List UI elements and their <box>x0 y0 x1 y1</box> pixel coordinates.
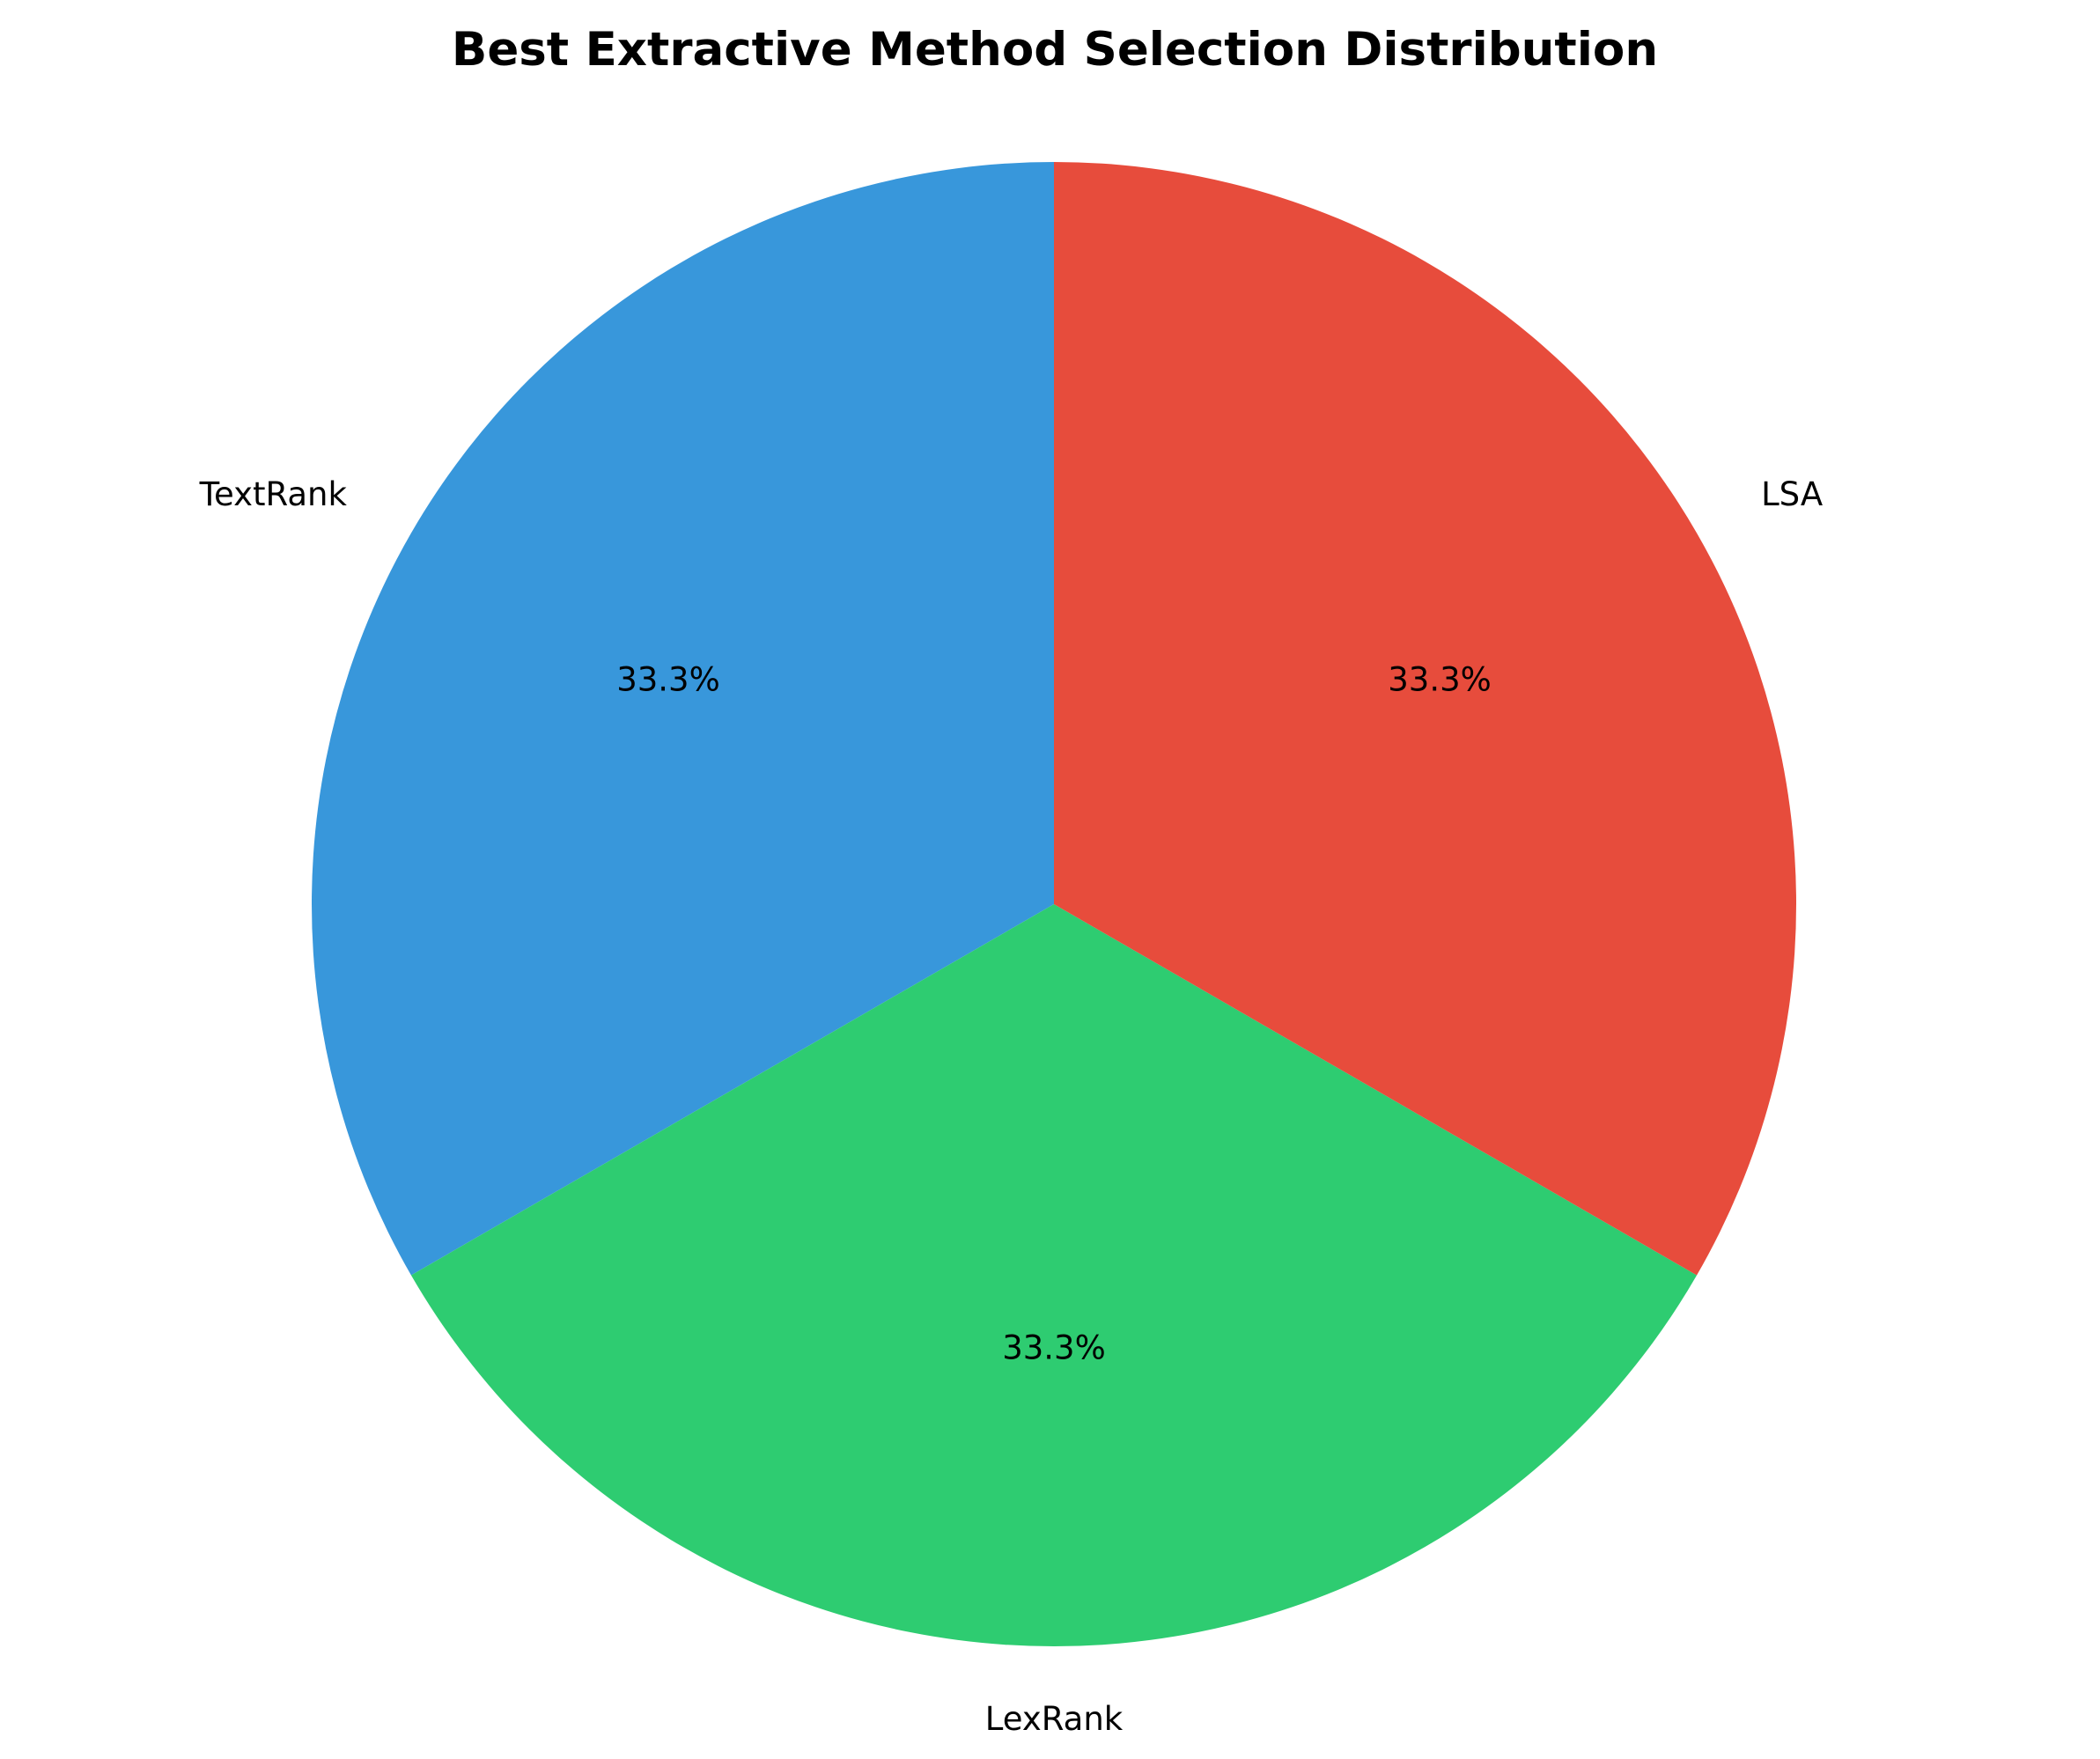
chart-title: Best Extractive Method Selection Distrib… <box>452 23 1658 77</box>
pie-slice-lsa <box>1054 162 1796 1276</box>
pie-slices <box>311 162 1796 1646</box>
slice-label-lexrank: LexRank <box>985 1700 1124 1738</box>
slice-label-lsa: LSA <box>1761 475 1823 513</box>
pie-labels: TextRank 33.3% LexRank 33.3% LSA 33.3% <box>199 475 1824 1738</box>
pie-slice-textrank <box>311 162 1054 1276</box>
slice-label-textrank: TextRank <box>199 475 348 513</box>
slice-percent-textrank: 33.3% <box>616 661 720 699</box>
slice-percent-lexrank: 33.3% <box>1002 1328 1106 1366</box>
pie-slice-lexrank <box>410 904 1698 1646</box>
slice-percent-lsa: 33.3% <box>1388 661 1492 699</box>
